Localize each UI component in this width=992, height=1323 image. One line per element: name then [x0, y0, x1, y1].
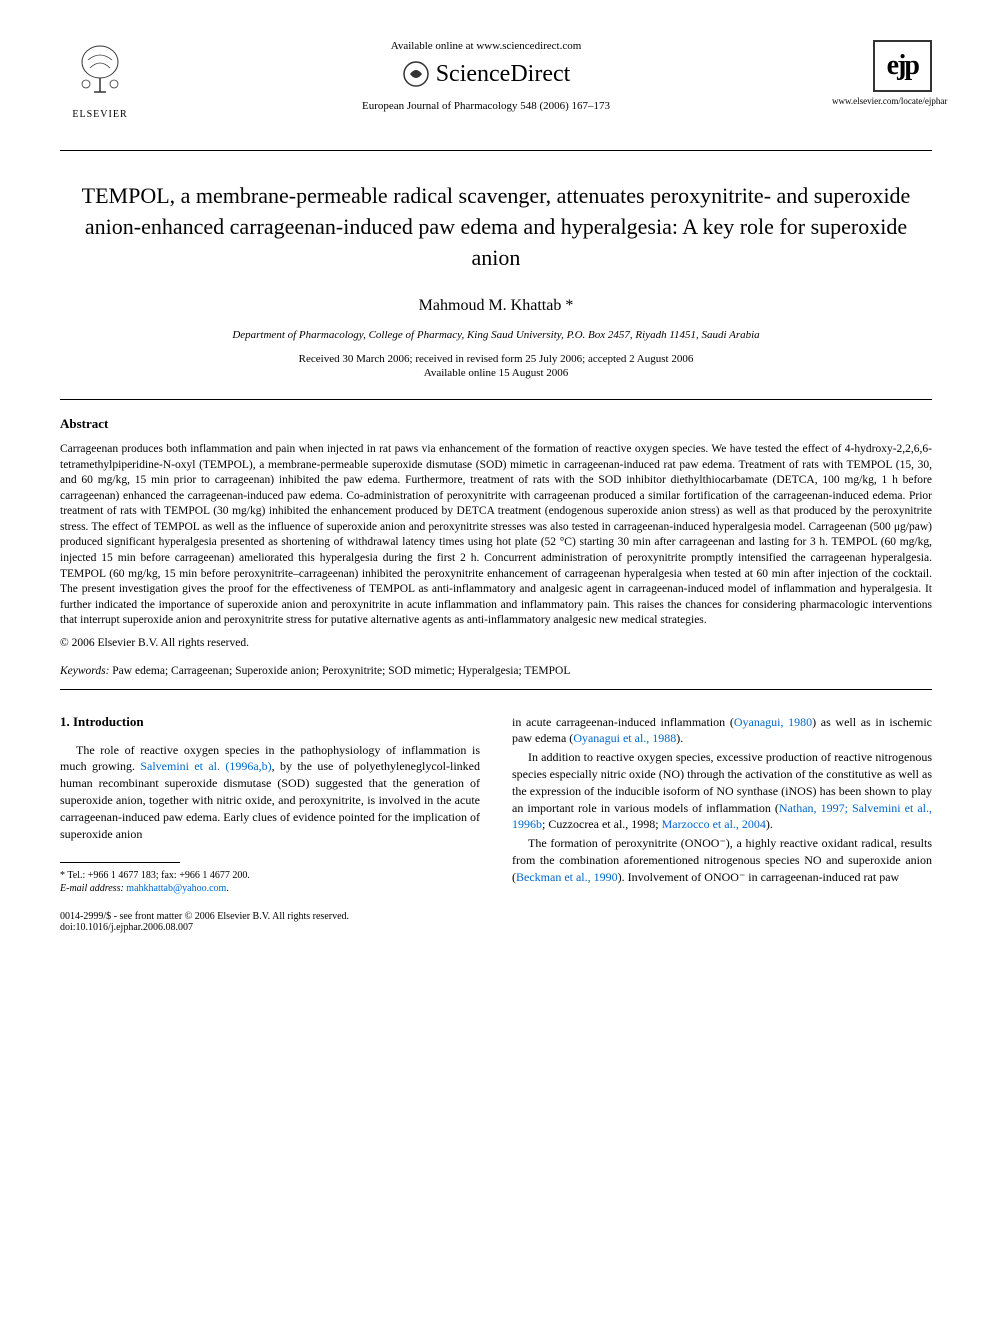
abstract-top-divider	[60, 399, 932, 400]
citation-link-marzocco[interactable]: Marzocco et al., 2004	[662, 817, 766, 831]
keywords-line: Keywords: Paw edema; Carrageenan; Supero…	[60, 665, 932, 677]
keywords-label: Keywords:	[60, 665, 109, 677]
right-column: in acute carrageenan-induced inflammatio…	[512, 714, 932, 934]
col2-p3-b: ). Involvement of ONOO⁻ in carrageenan-i…	[618, 870, 900, 884]
intro-col2-p3: The formation of peroxynitrite (ONOO⁻), …	[512, 835, 932, 885]
col2-p2-b: ; Cuzzocrea et al., 1998;	[542, 817, 662, 831]
col2-p1-c: ).	[676, 731, 683, 745]
footnote-email-suffix: .	[226, 883, 229, 894]
abstract-copyright: © 2006 Elsevier B.V. All rights reserved…	[60, 637, 932, 649]
ejp-letters: ejp	[887, 50, 918, 82]
received-dates: Received 30 March 2006; received in revi…	[60, 353, 932, 365]
elsevier-tree-icon	[70, 40, 130, 100]
intro-paragraph-1: The role of reactive oxygen species in t…	[60, 742, 480, 843]
author-affiliation: Department of Pharmacology, College of P…	[60, 329, 932, 341]
citation-link-oyanagui-1988[interactable]: Oyanagui et al., 1988	[573, 731, 676, 745]
footnote-email-line: E-mail address: mahkhattab@yahoo.com.	[60, 882, 480, 895]
col2-p1-a: in acute carrageenan-induced inflammatio…	[512, 715, 734, 729]
citation-link-oyanagui-1980[interactable]: Oyanagui, 1980	[734, 715, 812, 729]
citation-link-beckman[interactable]: Beckman et al., 1990	[516, 870, 618, 884]
footnote-email-link[interactable]: mahkhattab@yahoo.com	[126, 883, 226, 894]
two-column-body: 1. Introduction The role of reactive oxy…	[60, 714, 932, 934]
abstract-bottom-divider	[60, 689, 932, 690]
elsevier-label: ELSEVIER	[60, 109, 140, 120]
article-title: TEMPOL, a membrane-permeable radical sca…	[60, 181, 932, 273]
author-name: Mahmoud M. Khattab *	[60, 297, 932, 315]
center-header: Available online at www.sciencedirect.co…	[140, 40, 832, 112]
intro-col2-p2: In addition to reactive oxygen species, …	[512, 749, 932, 833]
ejp-box: ejp	[873, 40, 932, 92]
elsevier-logo: ELSEVIER	[60, 40, 140, 120]
left-column: 1. Introduction The role of reactive oxy…	[60, 714, 480, 934]
ejp-url: www.elsevier.com/locate/ejphar	[832, 96, 932, 106]
ejp-logo-block: ejp www.elsevier.com/locate/ejphar	[832, 40, 932, 106]
footer-left: 0014-2999/$ - see front matter © 2006 El…	[60, 911, 480, 933]
available-online-text: Available online at www.sciencedirect.co…	[140, 40, 832, 52]
citation-link-salvemini[interactable]: Salvemini et al. (1996a,b)	[140, 759, 271, 773]
sciencedirect-logo: ScienceDirect	[140, 60, 832, 88]
footer-front-matter: 0014-2999/$ - see front matter © 2006 El…	[60, 911, 480, 922]
footnote-tel: * Tel.: +966 1 4677 183; fax: +966 1 467…	[60, 869, 480, 882]
available-date: Available online 15 August 2006	[60, 367, 932, 379]
col2-p2-c: ).	[766, 817, 773, 831]
sciencedirect-text: ScienceDirect	[436, 61, 571, 88]
keywords-text: Paw edema; Carrageenan; Superoxide anion…	[109, 665, 570, 677]
journal-reference: European Journal of Pharmacology 548 (20…	[140, 100, 832, 112]
footnote-divider	[60, 862, 180, 863]
abstract-text: Carrageenan produces both inflammation a…	[60, 442, 932, 628]
introduction-heading: 1. Introduction	[60, 714, 480, 730]
header-row: ELSEVIER Available online at www.science…	[60, 40, 932, 120]
footnote-email-label: E-mail address:	[60, 883, 124, 894]
header-divider	[60, 150, 932, 151]
intro-col2-p1: in acute carrageenan-induced inflammatio…	[512, 714, 932, 748]
footer-doi: doi:10.1016/j.ejphar.2006.08.007	[60, 922, 480, 933]
sciencedirect-icon	[402, 60, 430, 88]
abstract-heading: Abstract	[60, 416, 932, 432]
